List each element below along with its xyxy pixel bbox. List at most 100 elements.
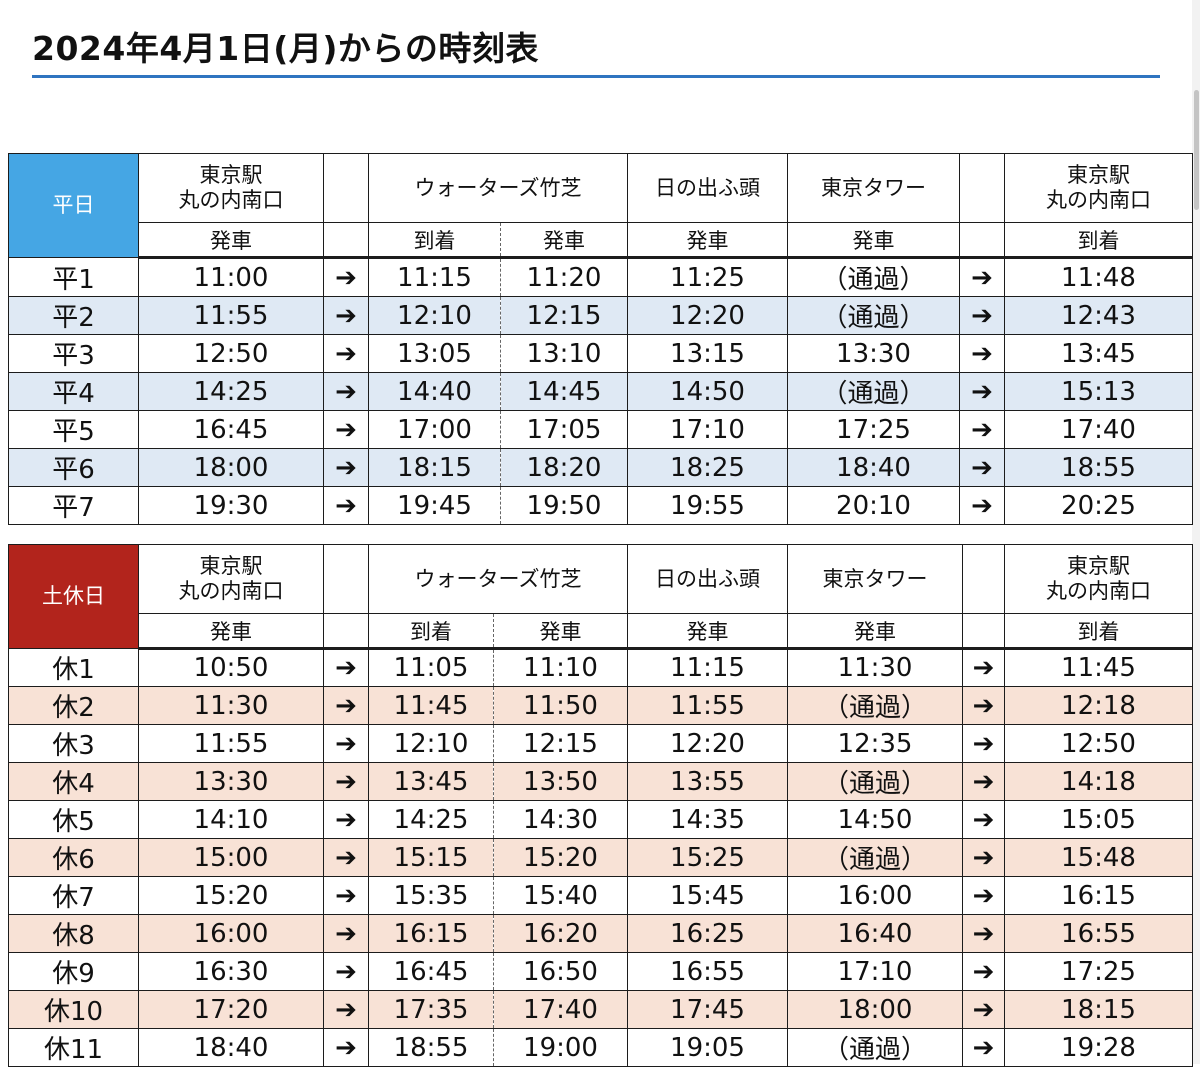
- tokyo-station-arrival: 16:55: [1004, 914, 1194, 953]
- weekday-timetable: 平日 東京駅 丸の内南口 ウォーターズ竹芝 日の出ふ頭 東京タワー 東京駅 丸の内南…: [8, 153, 1194, 525]
- tokyo-tower-departure: 18:00: [787, 990, 964, 1029]
- takeshiba-arrival: 15:15: [368, 838, 494, 877]
- table-row: 休8 16:00 ➔ 16:15 16:20 16:25 16:40 ➔ 16:55: [8, 914, 1194, 953]
- tokyo-station-arrival: 11:48: [1004, 257, 1194, 297]
- arrow-right-icon: ➔: [323, 648, 369, 687]
- arrow-header-cell: [959, 153, 1006, 223]
- tokyo-tower-departure: （通過）: [787, 838, 964, 877]
- col-waters-takeshiba: ウォーターズ竹芝: [367, 153, 629, 223]
- takeshiba-departure: 19:00: [492, 1028, 629, 1067]
- arrow-subheader-cell: [323, 613, 369, 650]
- subheader-arrive: 到着: [368, 613, 494, 650]
- arrow-right-icon: ➔: [323, 486, 369, 525]
- takeshiba-departure: 11:10: [492, 648, 629, 687]
- scrollbar[interactable]: [1192, 0, 1200, 1064]
- hinode-departure: 11:25: [627, 257, 789, 297]
- page-title: 2024年4月1日(月)からの時刻表: [32, 29, 539, 68]
- hinode-departure: 15:45: [627, 876, 789, 915]
- tokyo-station-arrival: 18:55: [1004, 448, 1194, 487]
- hinode-departure: 17:10: [627, 410, 789, 449]
- col-tokyo-tower: 東京タワー: [787, 153, 961, 223]
- tokyo-station-departure: 13:30: [138, 762, 324, 801]
- subheader-depart: 発車: [787, 613, 964, 650]
- subheader-depart: 発車: [627, 613, 789, 650]
- tokyo-tower-departure: 17:25: [787, 410, 961, 449]
- table-row: 平5 16:45 ➔ 17:00 17:05 17:10 17:25 ➔ 17:40: [8, 410, 1194, 449]
- bus-number: 休11: [8, 1028, 139, 1067]
- table-row: 平4 14:25 ➔ 14:40 14:45 14:50 （通過） ➔ 15:13: [8, 372, 1194, 411]
- tokyo-tower-departure: （通過）: [787, 257, 961, 297]
- tokyo-station-arrival: 15:13: [1004, 372, 1194, 411]
- bus-number: 平7: [8, 486, 139, 525]
- takeshiba-arrival: 16:15: [368, 914, 494, 953]
- arrow-right-icon: ➔: [962, 762, 1006, 801]
- takeshiba-arrival: 17:00: [368, 410, 501, 449]
- tokyo-tower-departure: （通過）: [787, 686, 964, 725]
- tokyo-station-arrival: 15:05: [1004, 800, 1194, 839]
- hinode-departure: 18:25: [627, 448, 789, 487]
- arrow-right-icon: ➔: [323, 952, 369, 991]
- arrow-right-icon: ➔: [959, 486, 1006, 525]
- tokyo-tower-departure: 12:35: [787, 724, 964, 763]
- arrow-right-icon: ➔: [959, 372, 1006, 411]
- tokyo-station-departure: 12:50: [138, 334, 324, 373]
- tokyo-station-arrival: 18:15: [1004, 990, 1194, 1029]
- table-row: 休9 16:30 ➔ 16:45 16:50 16:55 17:10 ➔ 17:25: [8, 952, 1194, 991]
- tokyo-station-departure: 17:20: [138, 990, 324, 1029]
- takeshiba-arrival: 17:35: [368, 990, 494, 1029]
- arrow-subheader-cell: [962, 613, 1006, 650]
- hinode-departure: 14:35: [627, 800, 789, 839]
- subheader-depart: 発車: [138, 613, 324, 650]
- table-row: 休1 10:50 ➔ 11:05 11:10 11:15 11:30 ➔ 11:45: [8, 648, 1194, 687]
- hinode-departure: 14:50: [627, 372, 789, 411]
- tokyo-station-departure: 15:00: [138, 838, 324, 877]
- hinode-departure: 15:25: [627, 838, 789, 877]
- arrow-right-icon: ➔: [962, 914, 1006, 953]
- subheader-depart: 発車: [492, 613, 629, 650]
- hinode-departure: 12:20: [627, 724, 789, 763]
- arrow-right-icon: ➔: [323, 914, 369, 953]
- bus-number: 休2: [8, 686, 139, 725]
- tokyo-station-arrival: 15:48: [1004, 838, 1194, 877]
- takeshiba-arrival: 14:40: [368, 372, 501, 411]
- bus-number: 休10: [8, 990, 139, 1029]
- takeshiba-departure: 17:40: [492, 990, 629, 1029]
- arrow-right-icon: ➔: [959, 296, 1006, 335]
- weekday-label: 平日: [8, 153, 139, 258]
- arrow-right-icon: ➔: [962, 648, 1006, 687]
- takeshiba-departure: 11:20: [499, 257, 629, 297]
- arrow-right-icon: ➔: [959, 257, 1006, 297]
- table-row: 平6 18:00 ➔ 18:15 18:20 18:25 18:40 ➔ 18:55: [8, 448, 1194, 487]
- scrollbar-thumb[interactable]: [1194, 90, 1199, 210]
- table-row: 平1 11:00 ➔ 11:15 11:20 11:25 （通過） ➔ 11:48: [8, 257, 1194, 297]
- takeshiba-arrival: 12:10: [368, 724, 494, 763]
- table-row: 休11 18:40 ➔ 18:55 19:00 19:05 （通過） ➔ 19:28: [8, 1028, 1194, 1067]
- hinode-departure: 13:55: [627, 762, 789, 801]
- tokyo-tower-departure: 17:10: [787, 952, 964, 991]
- tokyo-station-arrival: 20:25: [1004, 486, 1194, 525]
- col-hinode-pier: 日の出ふ頭: [627, 544, 789, 614]
- table-row: 平7 19:30 ➔ 19:45 19:50 19:55 20:10 ➔ 20:25: [8, 486, 1194, 525]
- table-row: 休10 17:20 ➔ 17:35 17:40 17:45 18:00 ➔ 18:15: [8, 990, 1194, 1029]
- table-row: 休7 15:20 ➔ 15:35 15:40 15:45 16:00 ➔ 16:15: [8, 876, 1194, 915]
- bus-number: 平5: [8, 410, 139, 449]
- arrow-right-icon: ➔: [959, 448, 1006, 487]
- takeshiba-arrival: 13:45: [368, 762, 494, 801]
- hinode-departure: 16:25: [627, 914, 789, 953]
- holiday-timetable: 土休日 東京駅 丸の内南口 ウォーターズ竹芝 日の出ふ頭 東京タワー 東京駅 丸の内…: [8, 544, 1194, 1067]
- tokyo-tower-departure: 14:50: [787, 800, 964, 839]
- takeshiba-departure: 16:50: [492, 952, 629, 991]
- tokyo-station-arrival: 14:18: [1004, 762, 1194, 801]
- bus-number: 平6: [8, 448, 139, 487]
- bus-number: 休9: [8, 952, 139, 991]
- col-hinode-pier: 日の出ふ頭: [627, 153, 789, 223]
- arrow-header-cell: [323, 544, 369, 614]
- tokyo-station-departure: 14:25: [138, 372, 324, 411]
- arrow-right-icon: ➔: [962, 876, 1006, 915]
- tokyo-tower-departure: 20:10: [787, 486, 961, 525]
- arrow-right-icon: ➔: [323, 1028, 369, 1067]
- arrow-right-icon: ➔: [962, 838, 1006, 877]
- col-tokyo-station-origin: 東京駅 丸の内南口: [138, 153, 324, 223]
- tokyo-station-departure: 16:00: [138, 914, 324, 953]
- arrow-right-icon: ➔: [323, 448, 369, 487]
